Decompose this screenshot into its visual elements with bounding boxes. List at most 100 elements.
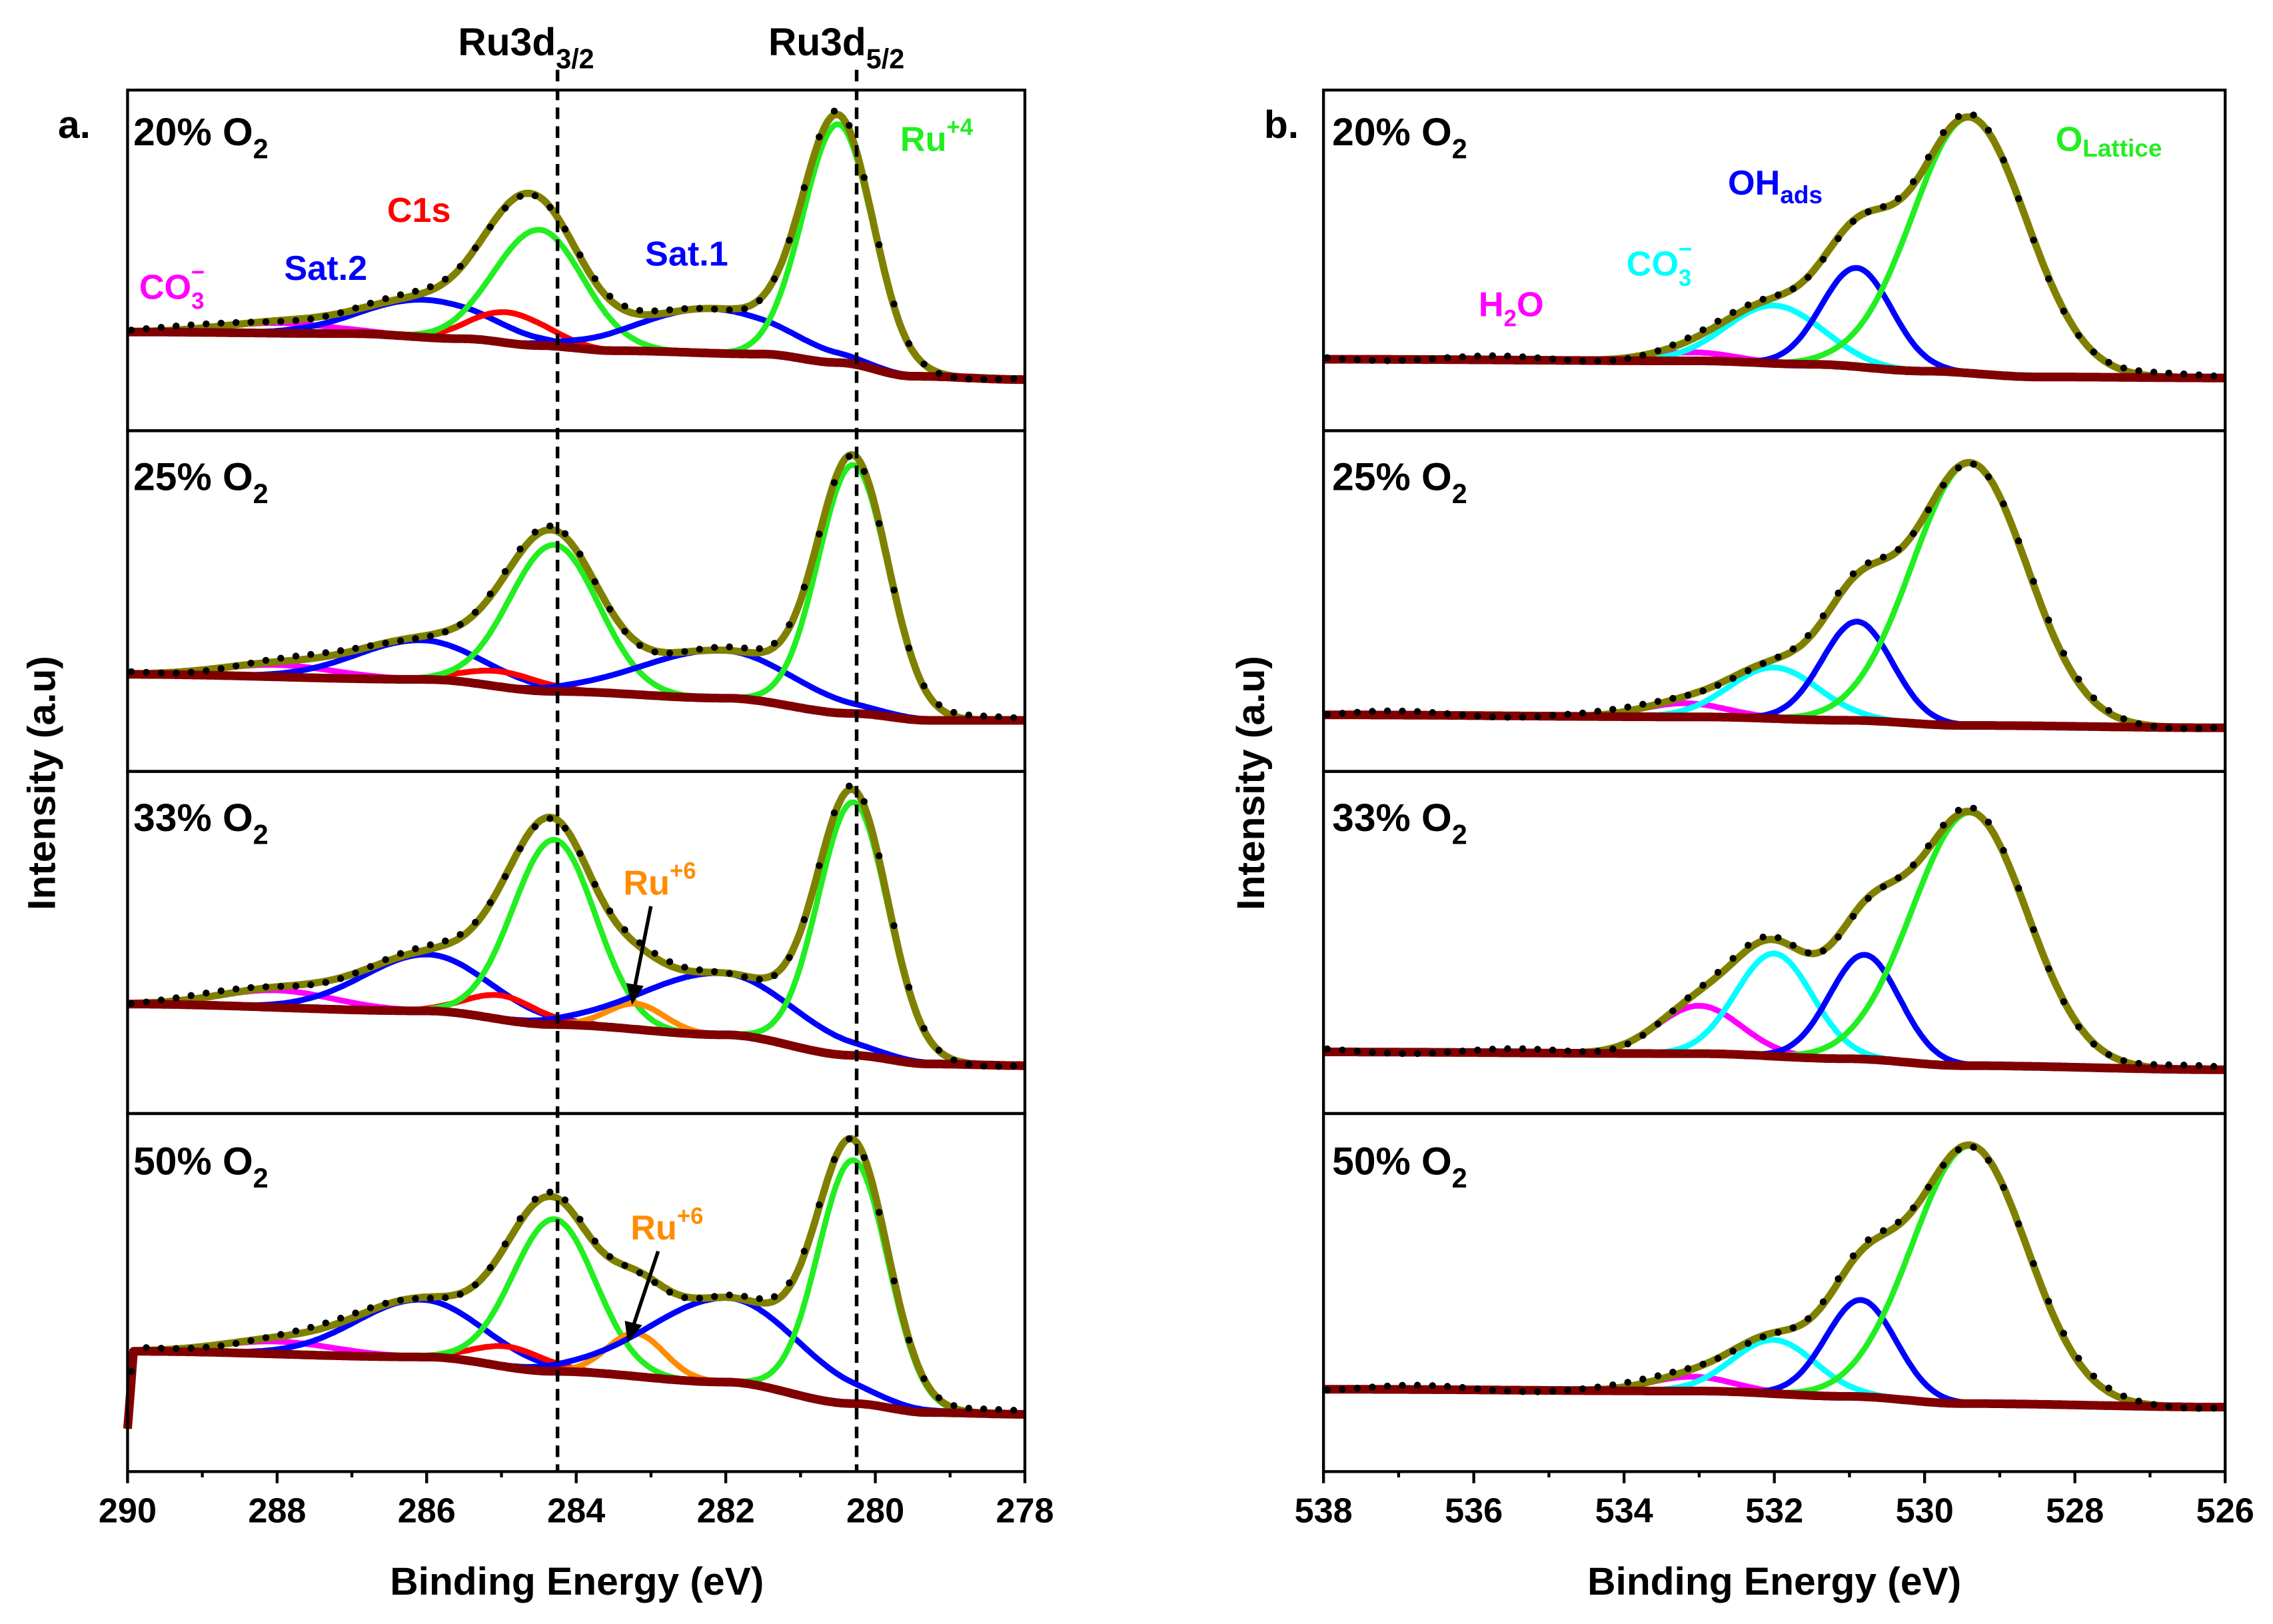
label-sub: 2 xyxy=(253,819,269,850)
data-point xyxy=(696,1294,704,1302)
data-point xyxy=(830,107,838,115)
data-point xyxy=(741,973,748,981)
data-point xyxy=(2165,369,2172,377)
data-point xyxy=(1504,1387,1511,1395)
data-point xyxy=(1759,934,1767,941)
data-point xyxy=(2030,1259,2037,1267)
data-point xyxy=(846,122,853,129)
data-point xyxy=(1010,1062,1018,1070)
ann-main: CO xyxy=(1627,245,1679,284)
spectrum-label: 25% O2 xyxy=(133,456,269,510)
data-point xyxy=(830,809,838,817)
data-point xyxy=(1443,354,1451,361)
data-point xyxy=(1954,1146,1962,1154)
data-point xyxy=(591,880,598,888)
data-point xyxy=(1880,553,1887,561)
data-point xyxy=(711,968,718,976)
data-point xyxy=(1970,460,1977,468)
spectrum-label: 20% O2 xyxy=(1332,111,1467,165)
data-point xyxy=(352,644,359,652)
data-point xyxy=(501,1240,509,1247)
ref-label-ru3d52: Ru3d5/2 xyxy=(768,21,904,75)
data-point xyxy=(1894,546,1902,553)
data-point xyxy=(965,711,973,719)
data-point xyxy=(247,1337,255,1345)
x-tick-label: 526 xyxy=(2196,1491,2254,1530)
data-point xyxy=(277,318,285,325)
spectrum-label: 50% O2 xyxy=(133,1140,269,1194)
data-point xyxy=(2210,372,2218,380)
data-point xyxy=(2150,723,2158,730)
annotation-co3: CO3 − xyxy=(1627,236,1692,291)
data-point xyxy=(905,984,913,991)
data-point xyxy=(980,1405,988,1413)
data-point xyxy=(1745,942,1752,949)
data-point xyxy=(621,628,628,635)
component-ru-4-3d3-2-curve xyxy=(127,837,1025,1069)
data-point xyxy=(1729,1347,1737,1355)
data-point xyxy=(546,815,554,822)
component-ru-6-curve xyxy=(125,1330,1025,1429)
data-point xyxy=(1699,1360,1707,1368)
data-point xyxy=(277,654,285,662)
data-point xyxy=(1534,1046,1541,1053)
data-point xyxy=(2075,1354,2082,1362)
data-point xyxy=(935,370,943,377)
data-point xyxy=(1924,153,1932,161)
data-point xyxy=(157,1344,165,1352)
data-point xyxy=(1594,357,1601,365)
data-point xyxy=(1413,708,1421,715)
data-point xyxy=(2210,1405,2218,1412)
data-point xyxy=(127,1367,135,1375)
data-point xyxy=(367,1304,375,1311)
data-point xyxy=(396,637,404,644)
background-curve xyxy=(126,670,1026,725)
data-point xyxy=(1429,1382,1436,1389)
data-point xyxy=(307,315,315,323)
data-point xyxy=(127,668,135,676)
data-point xyxy=(382,295,389,303)
data-point xyxy=(1399,1381,1406,1389)
data-point xyxy=(1624,355,1631,363)
data-point xyxy=(1669,1007,1677,1015)
data-point xyxy=(1564,1047,1571,1055)
data-point xyxy=(1519,353,1527,361)
data-point xyxy=(875,520,883,527)
data-point xyxy=(472,608,479,616)
data-point xyxy=(2090,1040,2098,1048)
ann-main: Ru xyxy=(623,864,670,902)
x-tick-label: 532 xyxy=(1745,1491,1803,1530)
data-point xyxy=(232,319,240,327)
data-point xyxy=(1684,994,1692,1002)
data-point xyxy=(2105,707,2112,714)
label-main: 25% O xyxy=(133,456,253,499)
data-point xyxy=(1940,129,1947,137)
data-point xyxy=(816,862,823,870)
ann-sub: ads xyxy=(1780,181,1823,209)
data-point xyxy=(337,647,345,654)
label-sub: 2 xyxy=(1452,478,1467,509)
data-point xyxy=(173,669,180,677)
data-point xyxy=(187,1344,195,1352)
data-point xyxy=(486,590,494,598)
data-point xyxy=(606,605,614,613)
data-point xyxy=(1789,645,1797,652)
data-point xyxy=(456,263,464,270)
component-ru-4-3d5-2-curve xyxy=(125,1157,1025,1429)
data-point xyxy=(1534,354,1541,362)
data-point xyxy=(1714,1355,1722,1362)
annotation-co3: CO3 − xyxy=(139,259,205,315)
data-point xyxy=(1639,700,1647,708)
x-tick-label: 530 xyxy=(1896,1491,1954,1530)
data-point xyxy=(1835,235,1842,243)
data-point xyxy=(217,1342,225,1349)
data-point xyxy=(606,293,614,300)
data-point xyxy=(486,1264,494,1271)
panel-label-b: b. xyxy=(1264,103,1299,147)
data-point xyxy=(756,297,763,305)
data-point xyxy=(442,937,449,945)
data-point xyxy=(1924,506,1932,514)
annotation-ohads: OHads xyxy=(1728,164,1823,209)
data-point xyxy=(1745,301,1752,309)
data-point xyxy=(232,985,240,993)
